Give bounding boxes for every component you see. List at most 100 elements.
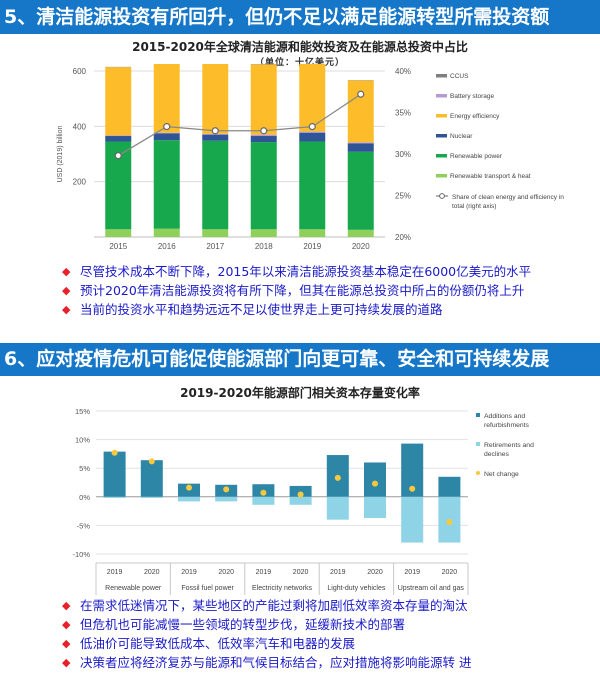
bar-segment-renewable_transport_heat xyxy=(299,229,326,237)
x-tick-label: 2015 xyxy=(109,242,127,251)
bullet-diamond-icon: ◆ xyxy=(62,618,71,631)
bullet-text: 在需求低迷情况下，某些地区的产能过剩将加剧低效率资本存量的淘汰 xyxy=(80,598,468,613)
bar-segment-battery_storage xyxy=(105,135,132,137)
x-tick-label: 2019 xyxy=(181,569,197,576)
y-tick-label: 0% xyxy=(79,493,90,502)
legend-label: CCUS xyxy=(450,73,469,80)
bar-segment-renewable_transport_heat xyxy=(347,229,374,237)
legend-swatch-renewable_transport_heat xyxy=(436,174,447,178)
share-point xyxy=(114,152,122,160)
bullet-diamond-icon: ◆ xyxy=(62,284,71,297)
x-tick-label: 2019 xyxy=(107,569,123,576)
x-tick-label: 2019 xyxy=(303,242,321,251)
y2-tick-label: 25% xyxy=(395,192,411,201)
bullet-item: ◆ 在需求低迷情况下，某些地区的产能过剩将加剧低效率资本存量的淘汰 xyxy=(62,596,471,615)
chart1-title: 2015-2020年全球清洁能源和能效投资及在能源总投资中占比 xyxy=(132,40,468,54)
net-change-dot xyxy=(260,489,267,496)
bullet-text: 低油价可能导致低成本、低效率汽车和电器的发展 xyxy=(80,636,356,651)
y-tick-label: 400 xyxy=(73,122,87,131)
x-tick-label: 2020 xyxy=(367,569,383,576)
y2-tick-label: 20% xyxy=(395,233,411,242)
share-point xyxy=(260,127,268,135)
x-tick-label: 2019 xyxy=(404,569,420,576)
legend-label: declines xyxy=(484,451,510,458)
bar-segment-battery_storage xyxy=(347,142,374,144)
bullet-text: 预计2020年清洁能源投资将有所下降，但其在能源总投资中所占的份额仍将上升 xyxy=(80,283,525,298)
legend-label: Retirements and xyxy=(484,442,534,449)
net-change-dot xyxy=(148,458,155,465)
bullet-text: 尽管技术成本不断下降，2015年以来清洁能源投资基本稳定在6000亿美元的水平 xyxy=(80,264,532,279)
bar-segment-renewable_power xyxy=(250,142,277,230)
legend-label: Energy efficiency xyxy=(450,113,500,120)
chart1-subtitle: （单位：十亿美元） xyxy=(254,58,345,68)
bar-segment-battery_storage xyxy=(299,131,326,133)
bar-segment-battery_storage xyxy=(250,134,277,137)
legend-label: Share of clean energy and efficiency in xyxy=(452,194,564,201)
bar-retirements xyxy=(140,496,163,498)
bar-retirements xyxy=(178,496,200,502)
section-6-title: 6、应对疫情危机可能促使能源部门向更可靠、安全和可持续发展 xyxy=(4,348,550,370)
bar-segment-energy_efficiency xyxy=(347,80,374,143)
legend-swatch-ccus xyxy=(436,74,447,78)
bar-segment-nuclear xyxy=(250,136,277,143)
net-change-dot xyxy=(186,484,192,491)
bar-segment-renewable_power xyxy=(153,140,180,229)
legend-line-marker xyxy=(439,193,445,199)
section-5-bullets: ◆ 尽管技术成本不断下降，2015年以来清洁能源投资基本稳定在6000亿美元的水平… xyxy=(62,262,531,319)
bar-segment-energy_efficiency xyxy=(105,67,132,136)
x-tick-label: 2019 xyxy=(330,569,346,576)
bar-segment-nuclear xyxy=(105,136,132,142)
bullet-text: 决策者应将经济复苏与能源和气候目标结合，应对措施将影响能源转 进 xyxy=(80,655,472,670)
bullet-diamond-icon: ◆ xyxy=(62,637,71,650)
bar-retirements xyxy=(215,496,238,502)
legend-label: Nuclear xyxy=(450,133,473,140)
bullet-diamond-icon: ◆ xyxy=(62,265,71,278)
legend-label: Battery storage xyxy=(450,93,494,100)
legend-swatch-battery_storage xyxy=(436,94,447,98)
bullet-diamond-icon: ◆ xyxy=(62,599,71,612)
bar-additions xyxy=(140,460,163,497)
net-change-dot xyxy=(372,480,378,487)
share-point xyxy=(308,123,316,131)
legend-label: Additions and xyxy=(484,413,525,420)
bar-retirements xyxy=(364,496,386,518)
bullet-item: ◆ 但危机也可能减慢一些领域的转型步伐，延缓新技术的部署 xyxy=(62,615,471,634)
chart2-title: 2019-2020年能源部门相关资本存量变化率 xyxy=(180,386,420,400)
bar-retirements xyxy=(252,496,275,505)
x-tick-label: 2020 xyxy=(293,569,309,576)
group-label: Renewable power xyxy=(105,585,162,592)
bar-segment-energy_efficiency xyxy=(299,64,326,132)
y-tick-label: -10% xyxy=(72,550,90,559)
bar-additions xyxy=(438,476,461,497)
net-change-dot xyxy=(223,486,230,493)
x-tick-label: 2017 xyxy=(206,242,224,251)
y-tick-label: 600 xyxy=(73,67,87,76)
legend-swatch-net_change xyxy=(476,471,480,475)
bar-segment-nuclear xyxy=(299,132,326,142)
y-tick-label: -5% xyxy=(77,521,91,530)
bar-additions xyxy=(289,485,312,497)
group-label: Upstream oil and gas xyxy=(398,585,465,592)
bar-segment-energy_efficiency xyxy=(153,64,180,133)
bar-segment-energy_efficiency xyxy=(250,64,277,135)
x-tick-label: 2016 xyxy=(158,242,176,251)
x-tick-label: 2020 xyxy=(144,569,160,576)
net-change-dot xyxy=(409,485,416,492)
y-tick-label: 15% xyxy=(75,407,90,416)
bullet-item: ◆ 预计2020年清洁能源投资将有所下降，但其在能源总投资中所占的份额仍将上升 xyxy=(62,281,531,300)
bar-segment-renewable_transport_heat xyxy=(202,229,229,237)
y-tick-label: 5% xyxy=(79,464,90,473)
section-5-title: 5、清洁能源投资有所回升，但仍不足以满足能源转型所需投资额 xyxy=(4,6,550,28)
bar-retirements xyxy=(326,496,349,520)
bullet-diamond-icon: ◆ xyxy=(62,303,71,316)
clean-energy-investment-chart: 200 400 600 20% 25% 30% 35% 40% USD (2019) billi… xyxy=(57,64,564,251)
y2-tick-label: 40% xyxy=(395,67,411,76)
group-label: Light-duty vehicles xyxy=(327,585,385,592)
net-change-dot xyxy=(446,518,453,525)
bar-segment-nuclear xyxy=(153,133,180,141)
legend-swatch-renewable_power xyxy=(436,154,447,158)
net-change-dot xyxy=(297,491,304,498)
net-change-dot xyxy=(334,474,341,481)
x-tick-label: 2018 xyxy=(255,242,273,251)
bar-segment-renewable_power xyxy=(347,151,374,230)
